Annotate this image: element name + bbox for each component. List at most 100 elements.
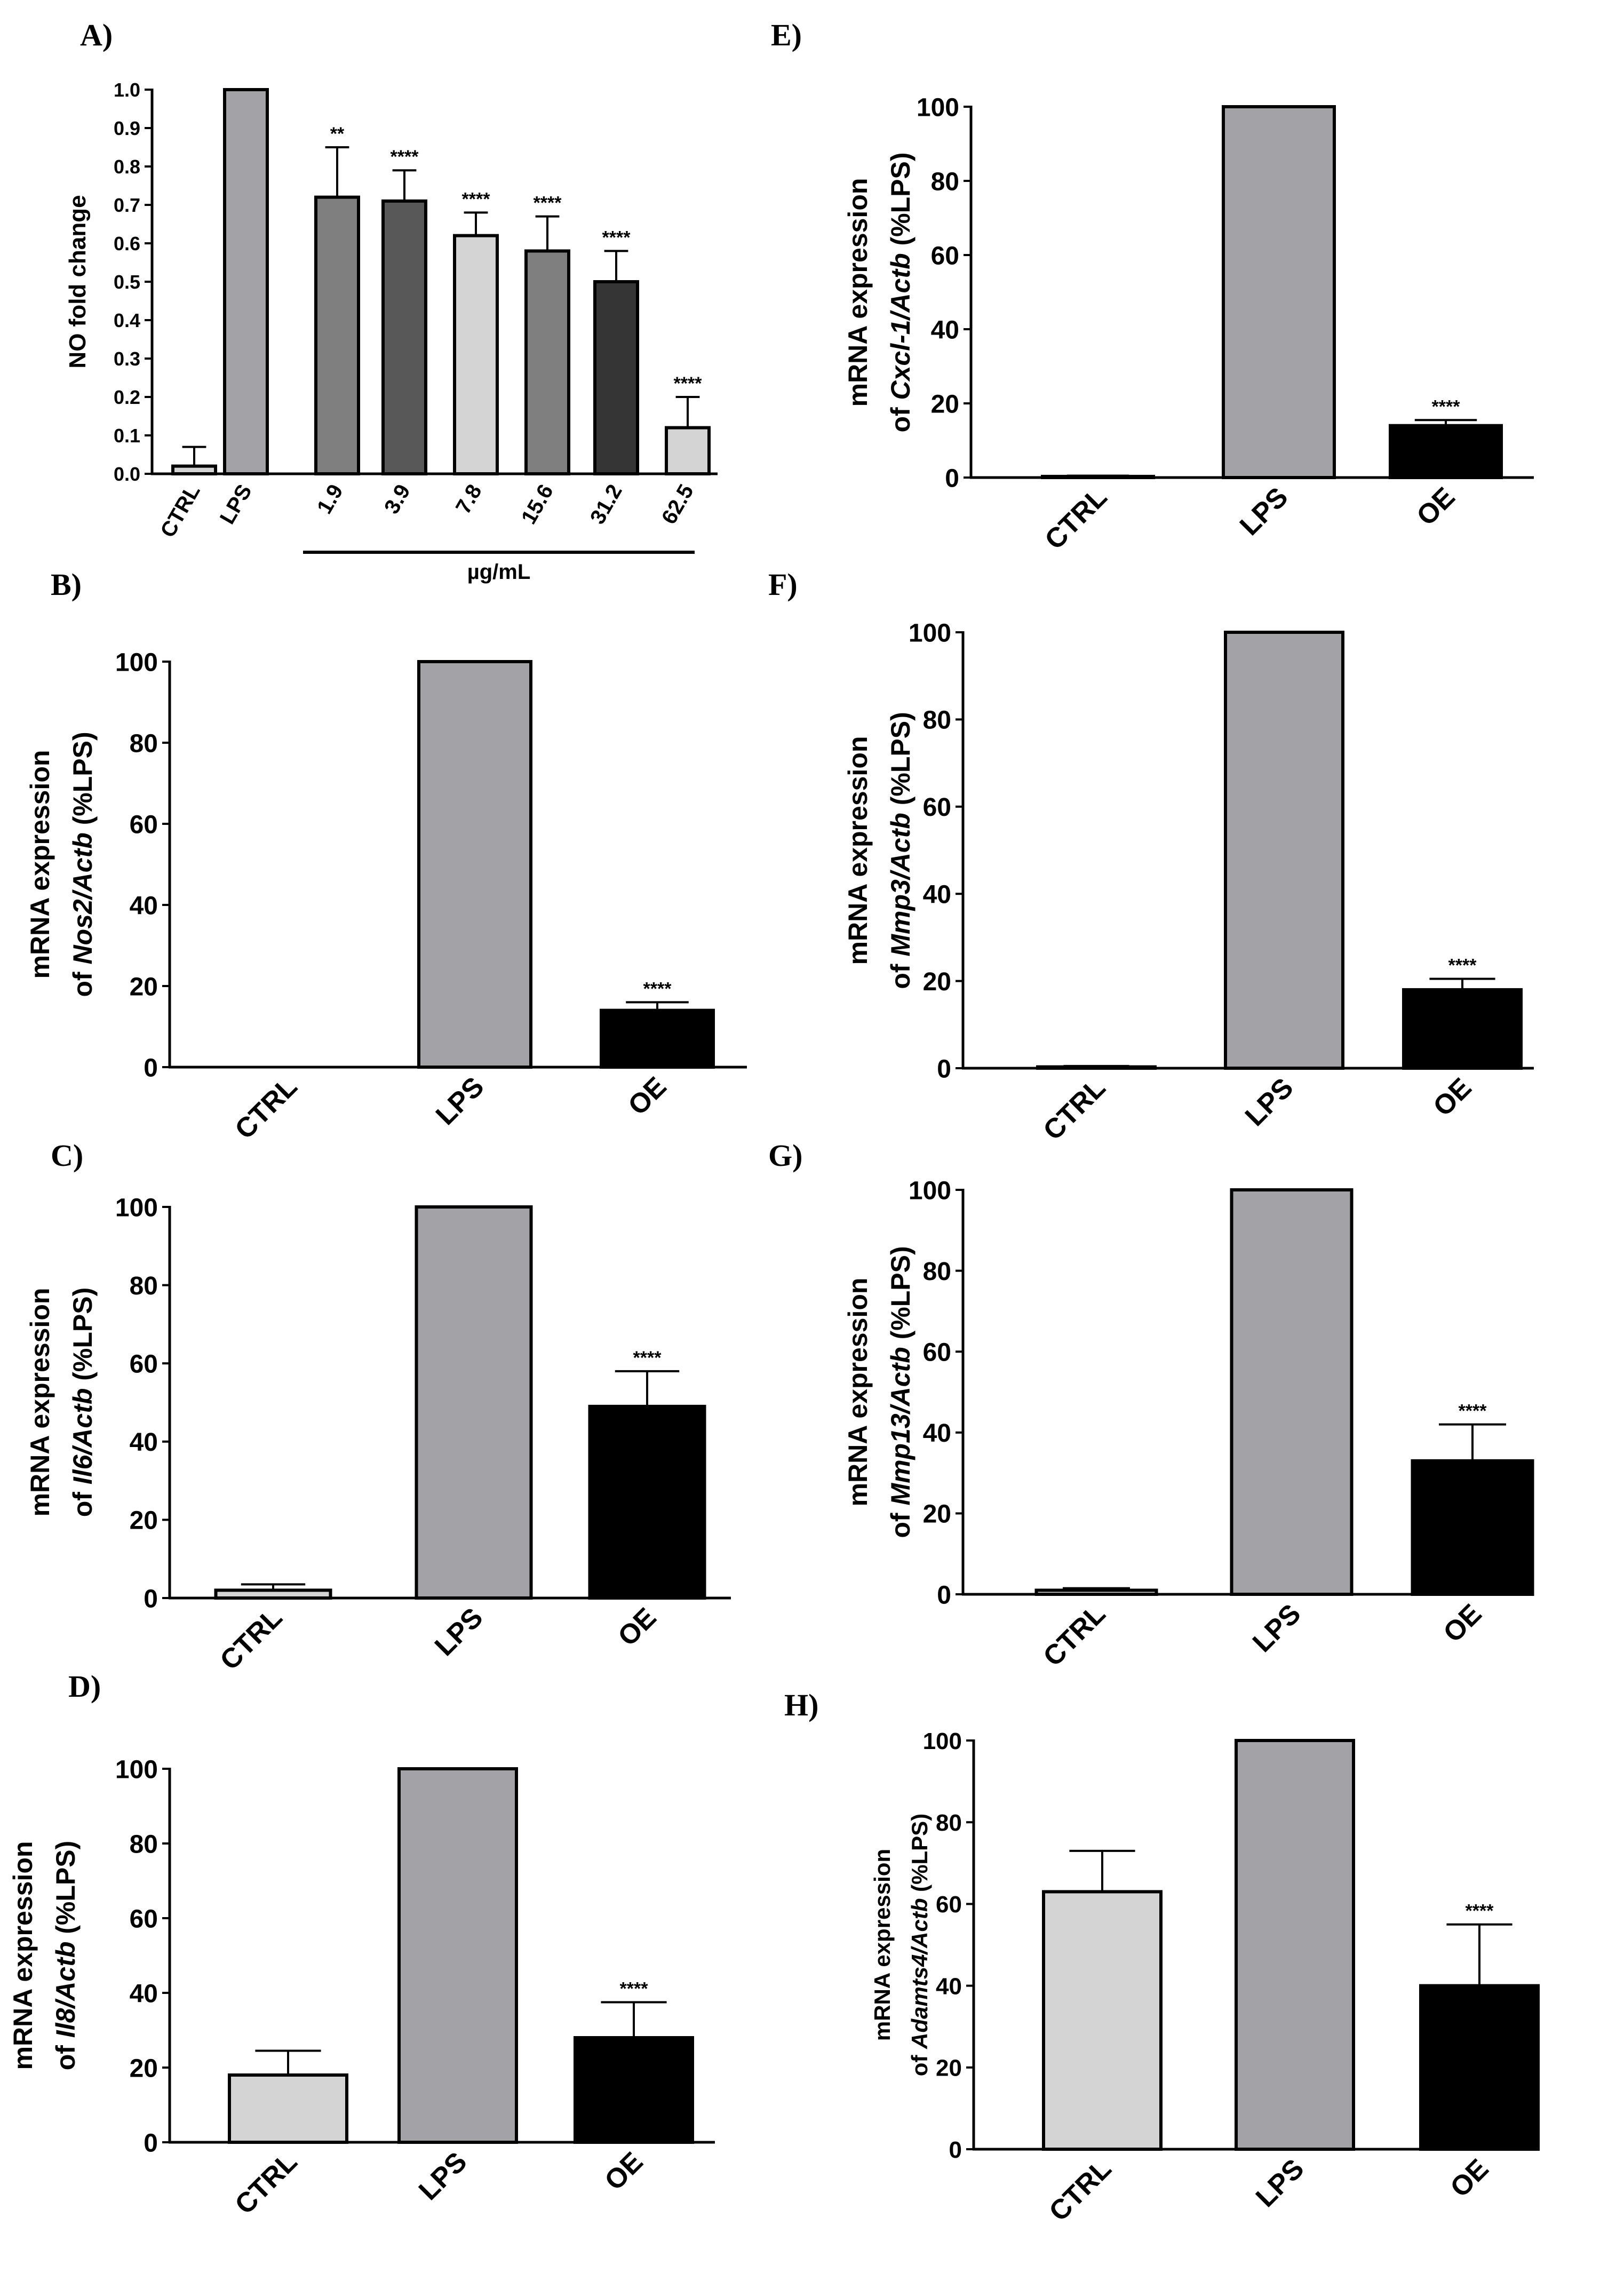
- y-tick-label: 40: [923, 1419, 951, 1448]
- y-tick-label: 20: [130, 973, 158, 1001]
- y-axis-label-gene: Nos2/Actb: [68, 832, 98, 964]
- x-tick-label: CTRL: [156, 481, 204, 542]
- x-tick-label: CTRL: [229, 1071, 303, 1145]
- y-tick-label: 100: [909, 1177, 951, 1205]
- bar: [214, 1588, 332, 1600]
- chart-panel: E) mRNA expression of Cxcl-1/Actb (%LPS) 0 2…: [771, 18, 1534, 556]
- significance-label: ****: [1448, 956, 1477, 976]
- y-tick-label: 100: [115, 1755, 158, 1784]
- y-tick-label: 0.6: [114, 233, 140, 255]
- significance-label: **: [330, 124, 345, 144]
- x-tick-label: OE: [599, 2146, 649, 2196]
- y-axis-label-gene: Il8/Actb: [51, 1942, 81, 2038]
- x-tick-label: OE: [1411, 481, 1461, 531]
- significance-label: ****: [462, 189, 491, 209]
- bar: [1230, 1188, 1354, 1596]
- y-axis-label-prefix: of: [68, 1484, 98, 1517]
- y-tick-label: 60: [936, 1891, 962, 1918]
- bar: [223, 88, 269, 475]
- y-axis-label-prefix: of: [68, 965, 98, 997]
- y-tick-label: 0.5: [114, 271, 140, 293]
- bar: [1411, 1459, 1534, 1596]
- x-tick-label: 62.5: [657, 481, 698, 528]
- panel-label: H): [784, 1688, 818, 1722]
- x-tick-label: CTRL: [1037, 1072, 1111, 1146]
- bar: [1389, 424, 1503, 480]
- y-axis-label-line1: mRNA expression: [843, 178, 873, 407]
- significance-label: ****: [643, 979, 672, 999]
- y-axis-label-prefix: of: [907, 2049, 932, 2076]
- y-tick-label: 60: [931, 242, 959, 270]
- significance-label: ****: [534, 193, 562, 213]
- y-tick-label: 20: [923, 968, 951, 996]
- y-tick-label: 100: [115, 1194, 158, 1222]
- chart-panel: D) mRNA expression of Il8/Actb (%LPS) 0 20 40…: [8, 1669, 715, 2221]
- y-tick-label: 60: [130, 810, 158, 839]
- group-label: µg/mL: [467, 560, 531, 584]
- bar: [1036, 1065, 1157, 1070]
- y-axis-label: NO fold change: [65, 195, 91, 368]
- y-axis-label-line2: of Il6/Actb (%LPS): [68, 1287, 98, 1517]
- panel-label: F): [768, 567, 798, 602]
- y-tick-label: 80: [923, 706, 951, 735]
- y-axis-label-gene: Cxcl-1/Actb: [886, 253, 916, 400]
- y-tick-label: 0: [937, 1581, 951, 1609]
- x-tick-label: LPS: [1239, 1072, 1300, 1132]
- bar: [453, 234, 499, 475]
- significance-label: ****: [1432, 396, 1461, 417]
- bar: [415, 1205, 533, 1600]
- y-axis-label-prefix: of: [886, 400, 916, 432]
- y-axis-label-prefix: of: [886, 957, 916, 989]
- y-axis-label-line2: of Nos2/Actb (%LPS): [68, 732, 98, 997]
- x-tick-label: OE: [622, 1071, 672, 1121]
- y-axis-label-line1: mRNA expression: [8, 1841, 38, 2070]
- bar: [588, 1404, 706, 1600]
- x-tick-label: CTRL: [229, 2146, 303, 2220]
- y-axis-label-suffix: (%LPS): [68, 732, 98, 832]
- bar: [314, 195, 360, 476]
- y-tick-label: 40: [130, 1428, 158, 1457]
- y-axis-label-prefix: of: [886, 1506, 916, 1538]
- y-tick-label: 60: [923, 793, 951, 822]
- significance-label: ****: [620, 1979, 649, 1999]
- y-axis-label-suffix: (%LPS): [886, 712, 916, 813]
- x-tick-label: CTRL: [1039, 481, 1113, 555]
- bar: [524, 249, 570, 475]
- x-tick-label: CTRL: [1037, 1598, 1111, 1672]
- bar: [381, 199, 427, 475]
- y-axis-label-line2: of Adamts4/Actb (%LPS): [907, 1814, 932, 2076]
- y-tick-label: 100: [917, 93, 959, 122]
- y-tick-label: 100: [923, 1728, 962, 1754]
- x-tick-label: OE: [1437, 1598, 1487, 1648]
- y-axis-label-gene: Il6/Actb: [68, 1388, 98, 1485]
- chart-panel: A) NO fold change 0.0 0.1 0.2 0.3 0.4 0.5 0.6 0.7…: [65, 18, 718, 584]
- y-tick-label: 20: [130, 2054, 158, 2083]
- significance-label: ****: [674, 373, 703, 394]
- y-tick-label: 100: [115, 648, 158, 677]
- bar: [1419, 1984, 1540, 2151]
- y-axis-label-suffix: (%LPS): [51, 1841, 81, 1942]
- chart-panel: F) mRNA expression of Mmp3/Actb (%LPS) 0 20 4…: [768, 567, 1534, 1147]
- x-tick-label: LPS: [430, 1071, 490, 1131]
- y-tick-label: 40: [923, 880, 951, 909]
- x-tick-label: OE: [1444, 2153, 1494, 2203]
- y-tick-label: 0: [945, 464, 959, 492]
- y-tick-label: 80: [130, 1272, 158, 1300]
- y-axis-label-line2: of Mmp3/Actb (%LPS): [886, 712, 916, 989]
- y-tick-label: 40: [936, 1973, 962, 1999]
- y-axis-label-line1: mRNA expression: [870, 1849, 895, 2041]
- x-tick-label: 31.2: [586, 481, 627, 528]
- bar: [665, 426, 711, 475]
- x-tick-label: 7.8: [451, 481, 487, 518]
- y-tick-label: 0.7: [114, 194, 140, 216]
- y-tick-label: 40: [931, 316, 959, 344]
- bar: [600, 1008, 715, 1069]
- y-tick-label: 40: [130, 892, 158, 920]
- x-tick-label: OE: [612, 1602, 662, 1652]
- y-tick-label: 80: [923, 1258, 951, 1286]
- y-tick-label: 80: [936, 1810, 962, 1836]
- y-tick-label: 20: [931, 390, 959, 418]
- x-tick-label: LPS: [1250, 2153, 1310, 2213]
- y-tick-label: 80: [130, 1830, 158, 1858]
